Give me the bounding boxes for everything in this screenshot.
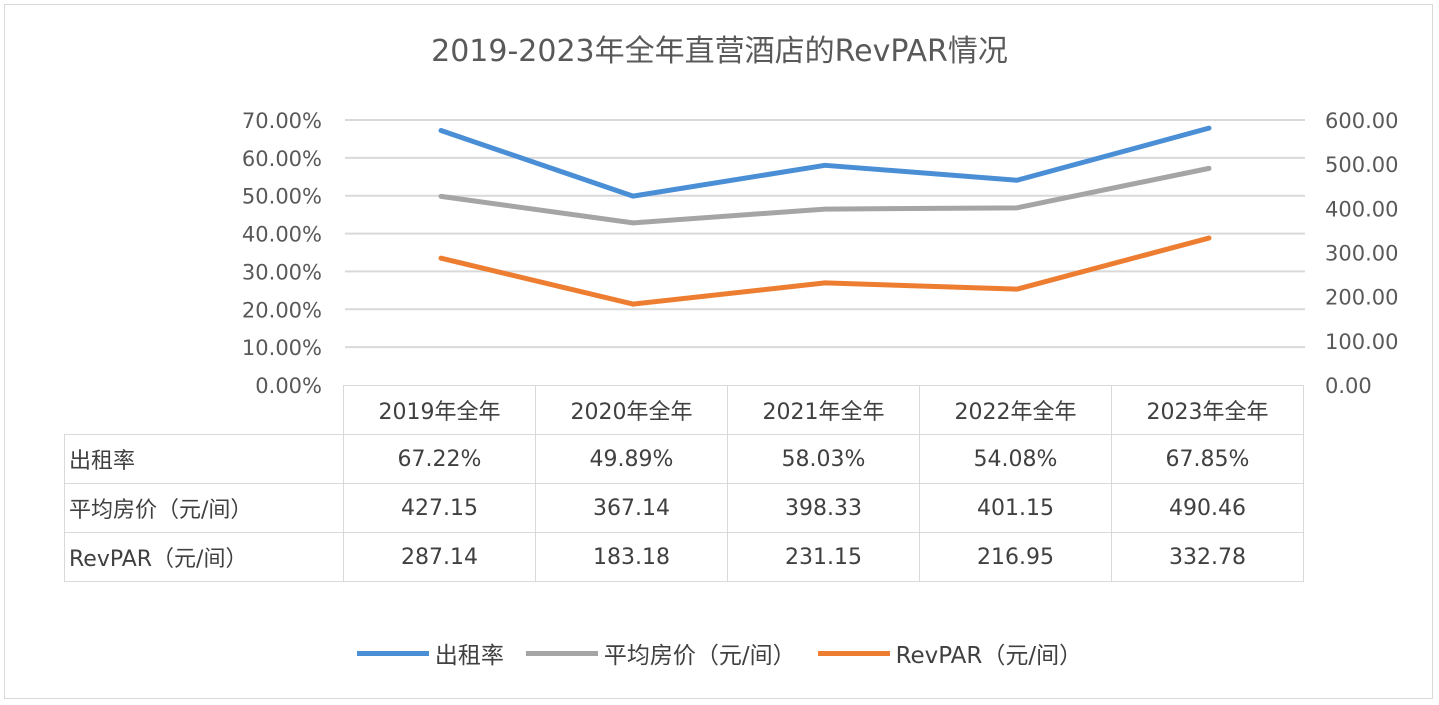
series-row-label: 出租率 xyxy=(64,434,344,484)
data-label: 398.33 xyxy=(727,483,920,533)
category-label: 2019年全年 xyxy=(343,385,536,435)
right-axis-tick-label: 600.00 xyxy=(1325,109,1398,133)
data-label: 49.89% xyxy=(535,434,728,484)
category-label: 2022年全年 xyxy=(919,385,1112,435)
data-label: 231.15 xyxy=(727,532,920,582)
category-label: 2023年全年 xyxy=(1111,385,1304,435)
category-label: 2021年全年 xyxy=(727,385,920,435)
series-row-label: RevPAR（元/间） xyxy=(64,532,344,582)
legend-label: RevPAR（元/间） xyxy=(895,643,1083,669)
table-header-row: 2019年全年 2020年全年 2021年全年 2022年全年 2023年全年 xyxy=(65,385,1304,435)
right-axis-tick-label: 500.00 xyxy=(1325,153,1398,177)
left-axis-tick-label: 70.00% xyxy=(242,109,322,133)
category-label: 2020年全年 xyxy=(535,385,728,435)
legend-swatch xyxy=(817,650,890,656)
table-row: 平均房价（元/间） 427.15 367.14 398.33 401.15 490.46 xyxy=(64,483,1304,533)
right-axis-tick-label: 0.00 xyxy=(1325,374,1372,398)
series-row-label: 平均房价（元/间） xyxy=(64,483,344,533)
data-label: 401.15 xyxy=(919,483,1112,533)
data-label: 427.15 xyxy=(343,483,536,533)
data-label: 367.14 xyxy=(535,483,728,533)
legend-swatch xyxy=(525,650,598,656)
legend-swatch xyxy=(356,650,429,656)
data-label: 67.85% xyxy=(1111,434,1304,484)
table-row: 出租率 67.22% 49.89% 58.03% 54.08% 67.85% xyxy=(64,434,1304,484)
chart-frame xyxy=(4,4,1433,699)
left-axis-tick-label: 40.00% xyxy=(242,223,322,247)
data-label: 287.14 xyxy=(343,532,536,582)
left-axis-tick-label: 30.00% xyxy=(242,260,322,284)
data-label: 58.03% xyxy=(727,434,920,484)
left-axis-tick-label: 0.00% xyxy=(255,374,322,398)
legend-item: RevPAR（元/间） xyxy=(817,636,1083,670)
left-axis-tick-label: 50.00% xyxy=(242,185,322,209)
data-label: 216.95 xyxy=(919,532,1112,582)
right-axis-tick-label: 300.00 xyxy=(1325,242,1398,266)
data-label: 490.46 xyxy=(1111,483,1304,533)
data-label: 332.78 xyxy=(1111,532,1304,582)
right-axis-tick-label: 400.00 xyxy=(1325,197,1398,221)
legend-item: 出租率 xyxy=(356,636,504,670)
right-axis-tick-label: 100.00 xyxy=(1325,330,1398,354)
data-label: 54.08% xyxy=(919,434,1112,484)
series-line xyxy=(438,125,1212,199)
left-axis-tick-label: 60.00% xyxy=(242,147,322,171)
left-axis-tick-label: 10.00% xyxy=(242,336,322,360)
legend-label: 平均房价（元/间） xyxy=(603,643,796,669)
right-axis-tick-label: 200.00 xyxy=(1325,286,1398,310)
data-label: 183.18 xyxy=(535,532,728,582)
table-corner xyxy=(65,386,344,435)
legend-item: 平均房价（元/间） xyxy=(525,636,796,670)
data-table: 2019年全年 2020年全年 2021年全年 2022年全年 2023年全年 出租率 67… xyxy=(64,385,1304,582)
table-row: RevPAR（元/间） 287.14 183.18 231.15 216.95 332.7… xyxy=(64,532,1304,582)
chart-title: 2019-2023年全年直营酒店的RevPAR情况 xyxy=(431,34,1008,69)
left-axis-tick-label: 20.00% xyxy=(242,298,322,322)
legend-label: 出租率 xyxy=(434,643,504,669)
legend: 出租率 平均房价（元/间） RevPAR（元/间） xyxy=(0,636,1439,670)
data-label: 67.22% xyxy=(343,434,536,484)
